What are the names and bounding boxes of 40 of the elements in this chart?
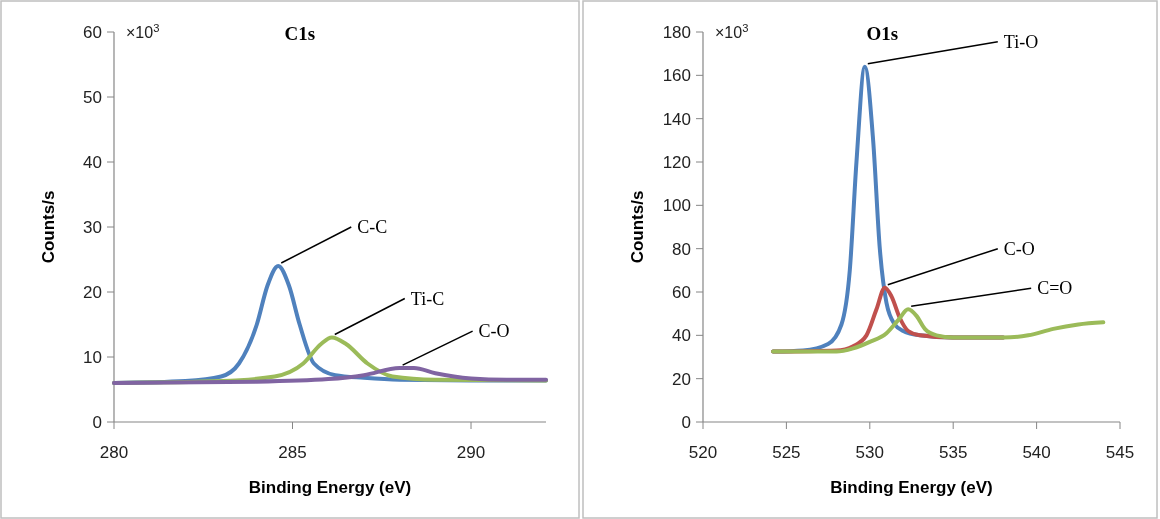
y-tick-label: 40 (83, 152, 102, 172)
x-tick-label: 285 (278, 443, 307, 462)
x-axis-title: Binding Energy (eV) (830, 478, 993, 497)
x-tick-label: 290 (456, 443, 486, 462)
annotation: ×10$^{3}$ (126, 22, 160, 41)
y-tick-label: 180 (662, 22, 691, 42)
y-axis-title: Counts/s (628, 190, 647, 264)
chart-title: C1s (284, 23, 316, 44)
text: C-O (478, 321, 510, 342)
annotation: ×10$^{3}$ (715, 22, 749, 41)
text: Ti-O (1003, 31, 1039, 52)
text: C-C (357, 217, 388, 237)
x-axis-title: Binding Energy (eV) (248, 478, 412, 497)
chart-title: O1s (866, 23, 899, 44)
x-tick-label: 525 (772, 443, 801, 462)
x-tick-label: 535 (939, 443, 968, 462)
text: Ti-C (410, 288, 445, 309)
y-axis-title: Counts/s (39, 190, 58, 264)
y-tick-label: 100 (662, 196, 691, 216)
y-tick-label: 20 (83, 282, 102, 302)
y-tick-label: 0 (92, 412, 102, 432)
series-label: C=O (1037, 278, 1073, 299)
y-tick-label: 160 (662, 66, 691, 86)
x-tick-label: 540 (1022, 443, 1051, 462)
x-tick-label: 520 (688, 443, 718, 462)
y-tick-label: 50 (83, 87, 102, 107)
y-tick-label: 60 (83, 22, 102, 42)
x-tick-label: 530 (855, 443, 884, 462)
y-tick-label: 40 (672, 326, 691, 346)
y-tick-label: 60 (672, 282, 691, 302)
y-tick-label: 80 (672, 239, 691, 259)
y-tick-label: 10 (83, 347, 102, 367)
y-tick-label: 120 (662, 152, 691, 172)
y-tick-label: 140 (662, 109, 691, 129)
x-tick-label: 280 (99, 443, 129, 462)
y-tick-label: 20 (672, 369, 691, 389)
text: C-O (1003, 238, 1035, 259)
y-tick-label: 30 (83, 217, 102, 237)
x-tick-label: 545 (1105, 443, 1135, 462)
y-tick-label: 0 (681, 412, 691, 432)
